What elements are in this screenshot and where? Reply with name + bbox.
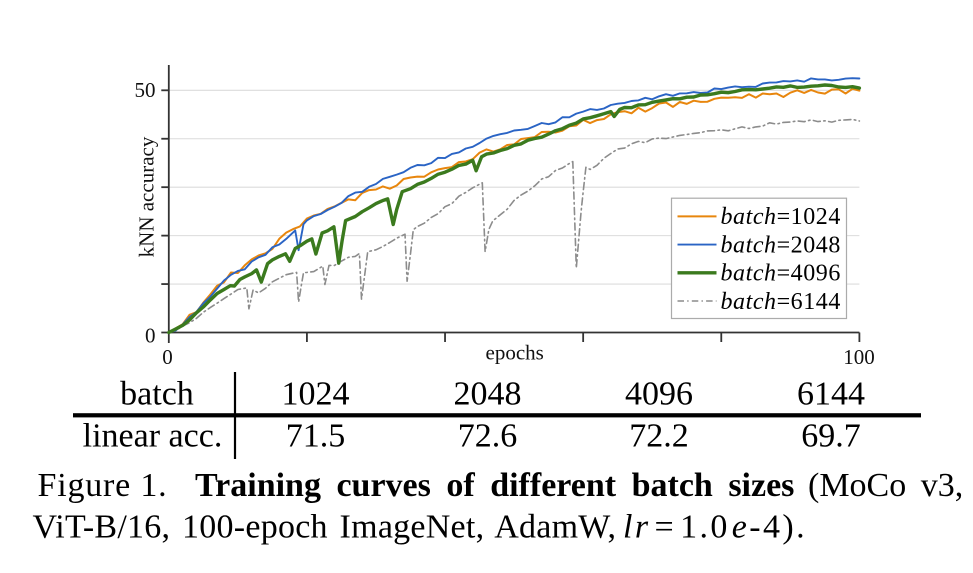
svg-text:100: 100 (843, 345, 875, 369)
svg-text:Figure 1.Training curves of di: Figure 1. Training curves of different ba… (38, 467, 964, 504)
svg-text:72.2: 72.2 (629, 418, 689, 455)
svg-text:69.7: 69.7 (801, 418, 861, 455)
svg-text:4096: 4096 (625, 376, 693, 413)
svg-text:0: 0 (162, 345, 173, 369)
svg-text:0: 0 (145, 324, 156, 348)
svg-text:batch=2048: batch=2048 (721, 232, 841, 258)
svg-text:linear acc.: linear acc. (83, 418, 223, 455)
svg-text:2048: 2048 (454, 376, 522, 413)
svg-text:71.5: 71.5 (286, 418, 346, 455)
svg-text:batch=4096: batch=4096 (721, 261, 841, 287)
svg-text:batch=1024: batch=1024 (721, 204, 841, 230)
svg-text:ViT-B/16, 100-epoch ImageNet,: ViT-B/16, 100-epoch ImageNet, AdamW, lr = 1… (33, 509, 808, 546)
svg-text:50: 50 (135, 78, 156, 102)
svg-text:72.6: 72.6 (458, 418, 518, 455)
svg-text:epochs: epochs (486, 341, 544, 365)
svg-text:kNN accuracy: kNN accuracy (135, 136, 159, 257)
svg-text:6144: 6144 (797, 376, 865, 413)
svg-text:batch: batch (120, 376, 194, 413)
svg-text:batch=6144: batch=6144 (721, 289, 841, 315)
svg-text:1024: 1024 (282, 376, 350, 413)
